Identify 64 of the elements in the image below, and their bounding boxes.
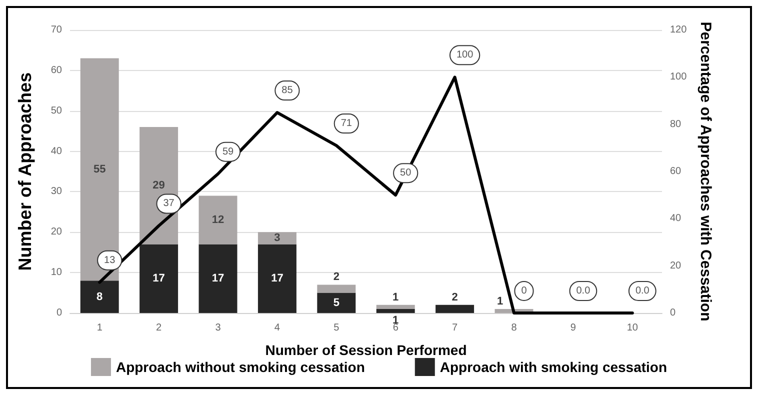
x-tick-label: 4 <box>274 322 280 334</box>
data-label: 1 <box>392 291 399 304</box>
data-label: 100 <box>456 50 474 61</box>
data-label: 71 <box>340 118 352 130</box>
y-axis-title: Number of Approaches <box>15 72 35 271</box>
bar <box>376 308 415 313</box>
data-label: 55 <box>93 163 106 176</box>
y2-tick-label: 80 <box>670 118 682 130</box>
y-tick-label: 30 <box>50 186 62 198</box>
y-tick-label: 10 <box>50 267 62 278</box>
y-tick-label: 20 <box>50 226 62 238</box>
bar <box>376 304 415 309</box>
bar <box>258 232 296 244</box>
y2-tick-label: 20 <box>670 260 682 272</box>
x-tick-label: 2 <box>156 322 162 334</box>
data-label: 5 <box>333 296 340 309</box>
data-label: 37 <box>163 198 175 210</box>
y-tick-label: 50 <box>50 105 62 116</box>
data-label: 50 <box>400 168 412 179</box>
bar <box>198 196 238 244</box>
data-label: 17 <box>212 272 224 285</box>
data-label: 17 <box>152 272 165 285</box>
bar <box>258 244 296 313</box>
bar <box>80 280 119 313</box>
data-label: 1 <box>496 295 504 308</box>
data-label: 0.0 <box>635 286 650 296</box>
x-tick-label: 5 <box>334 322 340 334</box>
x-tick-label: 3 <box>215 322 222 334</box>
data-label: 0 <box>521 286 528 296</box>
x-tick-label: 6 <box>392 322 399 334</box>
bar <box>140 244 178 313</box>
y2-tick-label: 120 <box>670 24 688 36</box>
data-label: 59 <box>222 146 234 158</box>
data-label: 85 <box>282 85 294 96</box>
y-tick-label: 0 <box>56 308 62 318</box>
x-tick-label: 7 <box>452 322 458 334</box>
bar <box>436 304 474 313</box>
bar <box>198 244 238 313</box>
data-label: 3 <box>274 232 280 244</box>
bar <box>317 292 356 313</box>
bar <box>317 284 356 293</box>
data-label: 0.0 <box>576 286 591 296</box>
data-label: 29 <box>152 180 165 192</box>
y-tick-label: 40 <box>50 146 62 157</box>
y2-axis-title: Percentage of Approaches with Cessation <box>697 22 714 322</box>
legend-label: Approach without smoking cessation <box>116 359 365 375</box>
data-label: 2 <box>452 291 458 304</box>
data-label: 2 <box>333 271 340 284</box>
y2-tick-label: 60 <box>670 166 682 177</box>
x-tick-label: 8 <box>511 322 518 334</box>
x-tick-label: 10 <box>626 322 638 334</box>
y2-tick-label: 40 <box>670 213 682 224</box>
y-tick-label: 70 <box>50 24 62 36</box>
data-label: 12 <box>212 214 224 226</box>
x-tick-label: 1 <box>96 322 103 334</box>
x-tick-label: 9 <box>570 322 576 334</box>
data-label: 17 <box>271 272 284 285</box>
legend-label: Approach with smoking cessation <box>440 359 668 375</box>
data-label: 8 <box>96 290 103 303</box>
y2-tick-label: 0 <box>670 308 676 318</box>
x-axis-title: Number of Session Performed <box>265 342 467 358</box>
data-label: 13 <box>104 254 116 266</box>
y-tick-label: 60 <box>50 64 62 76</box>
y2-tick-label: 100 <box>670 72 688 83</box>
